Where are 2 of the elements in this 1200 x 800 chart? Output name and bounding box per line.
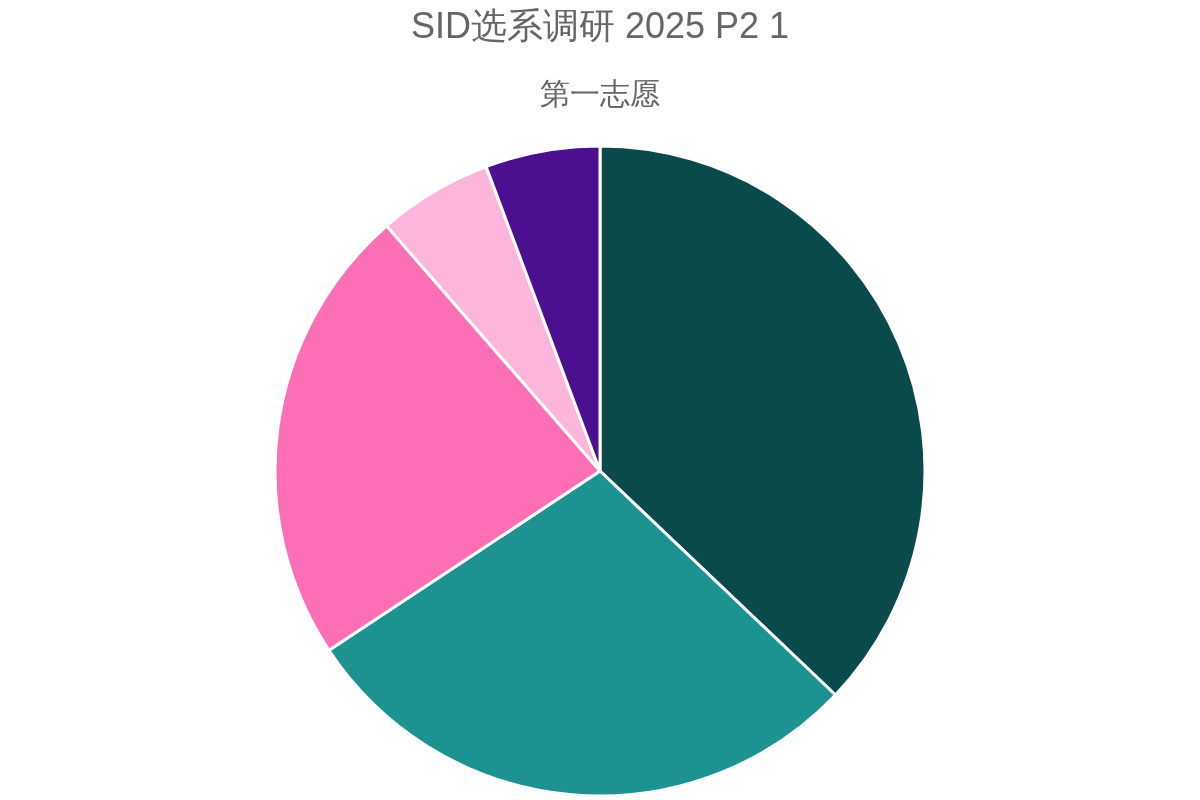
chart-subtitle: 第一志愿 [540,77,660,110]
chart-title: SID选系调研 2025 P2 1 [410,5,790,46]
